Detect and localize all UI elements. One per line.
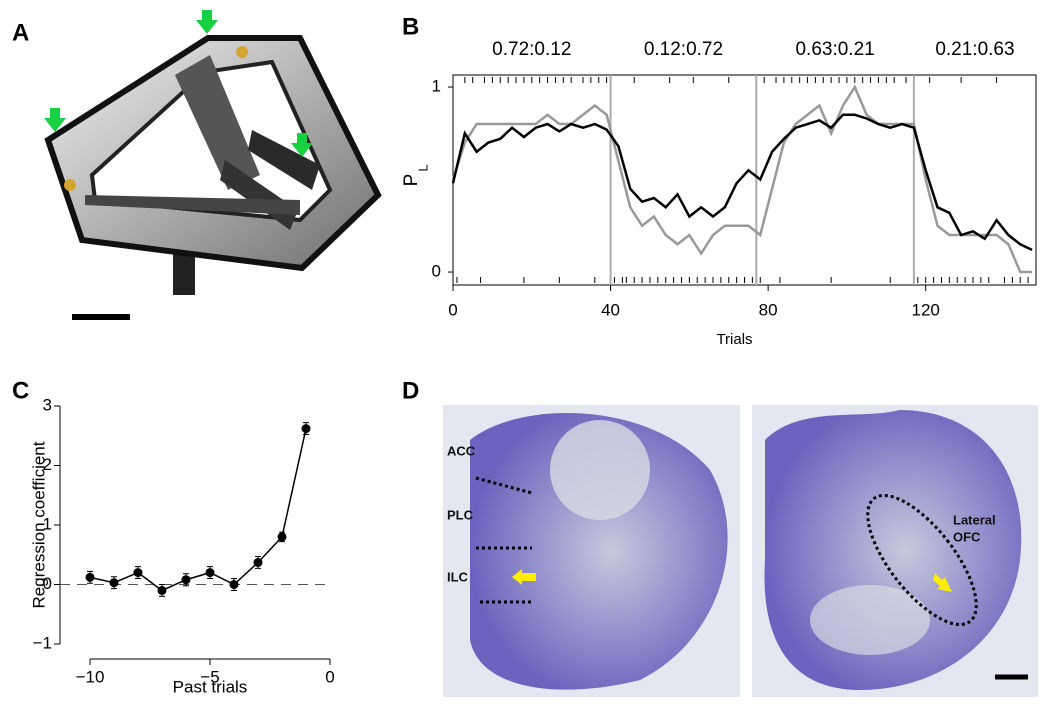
x-tick-label: −5 — [200, 667, 219, 686]
y-axis-label: Regression coefficient — [29, 441, 48, 608]
panel-label: B — [402, 13, 419, 40]
x-tick-label: 80 — [759, 300, 778, 319]
x-tick-label: 120 — [912, 300, 940, 319]
y-tick-label: 2 — [43, 455, 52, 474]
point — [229, 580, 239, 589]
series-line — [451, 84, 1033, 274]
y-tick-label: 3 — [43, 395, 52, 414]
point — [109, 578, 119, 588]
block-label: 0.12:0.72 — [644, 39, 723, 60]
panel-label: D — [402, 377, 419, 404]
point — [181, 575, 191, 585]
series-line — [89, 428, 307, 592]
x-tick-label: 0 — [448, 300, 457, 319]
x-tick-label: 0 — [325, 667, 334, 686]
maze-illustration — [44, 10, 382, 320]
block-label: 0.72:0.12 — [492, 39, 571, 60]
x-tick-label: 40 — [601, 300, 620, 319]
y-axis-label-sub: L — [415, 164, 430, 171]
region-label: ACC — [447, 443, 476, 458]
y-tick-label: 1 — [432, 77, 441, 96]
panel-label: A — [12, 19, 29, 46]
y-axis-label: P — [401, 174, 422, 187]
y-tick-label: −1 — [33, 633, 52, 652]
plot-frame — [452, 74, 1037, 286]
region-label: Lateral — [953, 512, 996, 527]
x-axis-label: Trials — [716, 331, 752, 348]
y-tick-label: 0 — [432, 262, 441, 281]
region-label: OFC — [953, 529, 981, 544]
region-label: ILC — [447, 569, 469, 584]
block-label: 0.63:0.21 — [795, 39, 874, 60]
x-axis-label: Past trials — [173, 677, 248, 696]
y-tick-label: 1 — [43, 514, 52, 533]
block-label: 0.21:0.63 — [935, 39, 1014, 60]
panel-label: C — [12, 377, 29, 404]
series-line — [451, 113, 1033, 251]
x-tick-label: −10 — [76, 667, 105, 686]
region-label: PLC — [447, 507, 474, 522]
point — [133, 568, 143, 578]
histology: ACC PLC ILC Lateral OFC — [443, 405, 1038, 697]
y-tick-label: 0 — [43, 574, 52, 593]
point — [205, 568, 215, 578]
point — [253, 557, 263, 567]
point — [277, 532, 287, 542]
point — [85, 572, 95, 582]
point — [157, 585, 167, 595]
point — [301, 424, 311, 434]
